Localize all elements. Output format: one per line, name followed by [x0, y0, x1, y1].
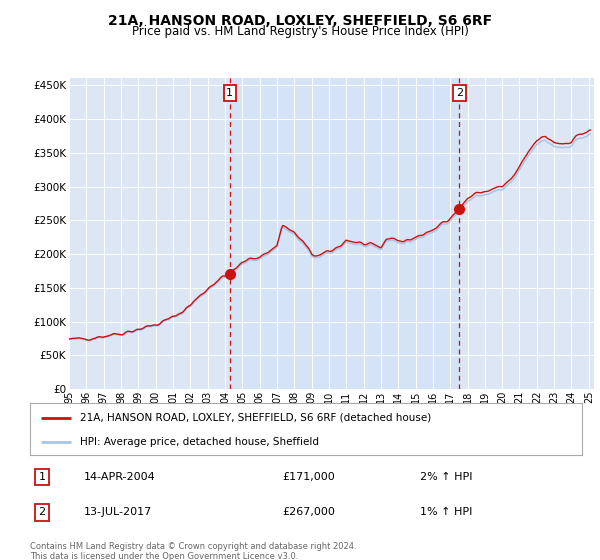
- Text: 2: 2: [38, 507, 46, 517]
- Text: Price paid vs. HM Land Registry's House Price Index (HPI): Price paid vs. HM Land Registry's House …: [131, 25, 469, 38]
- Text: 1: 1: [226, 88, 233, 98]
- Text: 2: 2: [456, 88, 463, 98]
- Text: 1% ↑ HPI: 1% ↑ HPI: [420, 507, 472, 517]
- Text: Contains HM Land Registry data © Crown copyright and database right 2024.
This d: Contains HM Land Registry data © Crown c…: [30, 542, 356, 560]
- Text: 21A, HANSON ROAD, LOXLEY, SHEFFIELD, S6 6RF (detached house): 21A, HANSON ROAD, LOXLEY, SHEFFIELD, S6 …: [80, 413, 431, 423]
- Text: 1: 1: [38, 472, 46, 482]
- Text: 13-JUL-2017: 13-JUL-2017: [84, 507, 152, 517]
- Text: £171,000: £171,000: [282, 472, 335, 482]
- Text: 2% ↑ HPI: 2% ↑ HPI: [420, 472, 473, 482]
- Text: 14-APR-2004: 14-APR-2004: [84, 472, 156, 482]
- Bar: [230, 78, 460, 389]
- Text: £267,000: £267,000: [282, 507, 335, 517]
- Text: 21A, HANSON ROAD, LOXLEY, SHEFFIELD, S6 6RF: 21A, HANSON ROAD, LOXLEY, SHEFFIELD, S6 …: [108, 14, 492, 28]
- Text: HPI: Average price, detached house, Sheffield: HPI: Average price, detached house, Shef…: [80, 437, 319, 447]
